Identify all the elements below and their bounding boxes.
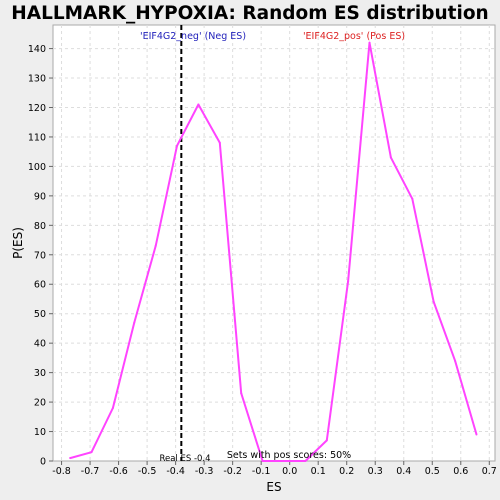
y-tick-label: 10 <box>34 427 46 438</box>
y-axis-label: P(ES) <box>11 227 25 259</box>
x-axis-label: ES <box>266 480 281 494</box>
y-tick-label: 130 <box>28 74 46 85</box>
x-tick-label: -0.2 <box>223 466 242 477</box>
y-tick-label: 0 <box>40 457 46 468</box>
y-tick-label: 20 <box>34 398 46 409</box>
chart-marks: 0 10 20 30 40 50 60 70 80 90 100 110 120 130 140 -0.8 -0… <box>28 25 497 477</box>
distribution-point <box>282 460 285 462</box>
y-tick-label: 110 <box>28 132 46 143</box>
x-tick-label: -0.8 <box>52 466 71 477</box>
y-tick-label: 70 <box>34 250 46 261</box>
y-tick-label: 90 <box>34 191 46 202</box>
y-tick-label: 100 <box>28 162 46 173</box>
distribution-point <box>304 460 307 462</box>
x-tick-label: -0.6 <box>109 466 128 477</box>
x-tick-label: 0.6 <box>453 466 468 477</box>
y-tick-label: 40 <box>34 339 46 350</box>
x-tick-label: 0.7 <box>482 466 497 477</box>
distribution-point <box>176 144 179 147</box>
distribution-point <box>90 451 93 454</box>
neg-es-label: 'EIF4G2_neg' (Neg ES) <box>140 31 246 42</box>
y-tick-label: 50 <box>34 309 46 320</box>
x-tick-label: 0.3 <box>368 466 383 477</box>
distribution-point <box>197 103 200 106</box>
x-tick-label: 0.0 <box>282 466 297 477</box>
distribution-point <box>432 300 435 303</box>
plot-area <box>52 24 496 462</box>
x-tick-label: 0.1 <box>311 466 326 477</box>
distribution-point <box>240 392 243 395</box>
y-tick-label: 120 <box>28 103 46 114</box>
x-tick-label: -0.1 <box>252 466 271 477</box>
y-tick-label: 80 <box>34 221 46 232</box>
x-tick-label: -0.4 <box>166 466 185 477</box>
real-es-label: Real ES -0.4 <box>159 454 210 464</box>
pos-scores-footer: Sets with pos scores: 50% <box>227 450 351 461</box>
chart-title: HALLMARK_HYPOXIA: Random ES distribution <box>11 3 488 24</box>
distribution-point <box>411 197 414 200</box>
distribution-point <box>218 141 221 144</box>
x-tick-label: 0.5 <box>425 466 440 477</box>
distribution-point <box>347 280 350 283</box>
y-tick-label: 140 <box>28 44 46 55</box>
distribution-point <box>454 359 457 362</box>
distribution-point <box>325 439 328 442</box>
y-tick-label: 30 <box>34 368 46 379</box>
distribution-point <box>154 244 157 247</box>
gridlines <box>53 25 495 461</box>
distribution-point <box>389 156 392 159</box>
distribution-point <box>368 41 371 44</box>
y-tick-label: 60 <box>34 280 46 291</box>
pos-es-label: 'EIF4G2_pos' (Pos ES) <box>303 31 405 42</box>
x-tick-label: -0.5 <box>138 466 157 477</box>
distribution-point <box>111 406 114 409</box>
x-tick-label: -0.3 <box>195 466 214 477</box>
distribution-line <box>69 41 478 462</box>
distribution-point <box>69 457 72 460</box>
x-tick-label: -0.7 <box>81 466 100 477</box>
distribution-point <box>133 321 136 324</box>
distribution-point <box>261 460 264 462</box>
x-tick-label: 0.4 <box>396 466 411 477</box>
distribution-point <box>475 433 478 436</box>
x-tick-label: 0.2 <box>339 466 354 477</box>
